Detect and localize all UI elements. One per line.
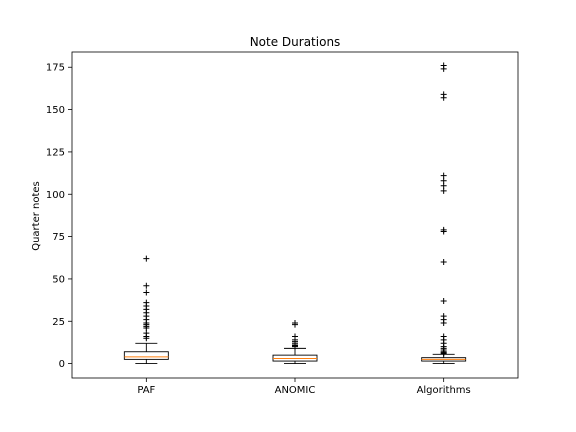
outlier-point xyxy=(440,65,447,72)
y-tick-label: 25 xyxy=(52,317,65,328)
outlier-point xyxy=(292,343,298,350)
y-tick-label: 125 xyxy=(46,147,65,158)
plot-area xyxy=(71,51,519,379)
x-axis: PAF ANOMIC Algorithms xyxy=(137,378,471,396)
boxes-layer xyxy=(123,62,467,365)
x-tick-label: PAF xyxy=(137,385,155,396)
y-axis-label: Quarter notes xyxy=(31,181,42,251)
outlier-point xyxy=(143,289,150,296)
outlier-point xyxy=(440,172,447,179)
outlier-point xyxy=(440,177,447,184)
outlier-point xyxy=(440,94,447,101)
box-paf xyxy=(123,255,169,365)
y-tick-label: 175 xyxy=(46,63,65,74)
outlier-point xyxy=(143,325,150,332)
outlier-point xyxy=(440,187,447,194)
x-tick-label: ANOMIC xyxy=(275,385,316,396)
iqr-box xyxy=(123,351,169,360)
outlier-point xyxy=(440,228,447,235)
outlier-point xyxy=(143,335,150,342)
box-algorithms xyxy=(421,62,467,365)
outlier-point xyxy=(440,350,447,357)
outlier-point xyxy=(143,255,150,262)
x-tick-label: Algorithms xyxy=(417,385,471,396)
y-tick-label: 100 xyxy=(46,190,65,201)
outlier-point xyxy=(440,258,447,265)
outlier-point xyxy=(440,297,447,304)
outlier-point xyxy=(143,282,150,289)
y-tick-label: 0 xyxy=(59,359,65,370)
y-tick-label: 50 xyxy=(52,274,65,285)
outlier-point xyxy=(440,319,447,326)
box-anomic xyxy=(272,319,318,365)
y-tick-label: 75 xyxy=(52,232,65,243)
chart-title: Note Durations xyxy=(250,35,341,49)
y-tick-label: 150 xyxy=(46,105,65,116)
outlier-point xyxy=(440,182,447,189)
outlier-point xyxy=(292,321,298,328)
y-axis: 0 25 50 75 100 125 150 175 xyxy=(46,63,72,370)
